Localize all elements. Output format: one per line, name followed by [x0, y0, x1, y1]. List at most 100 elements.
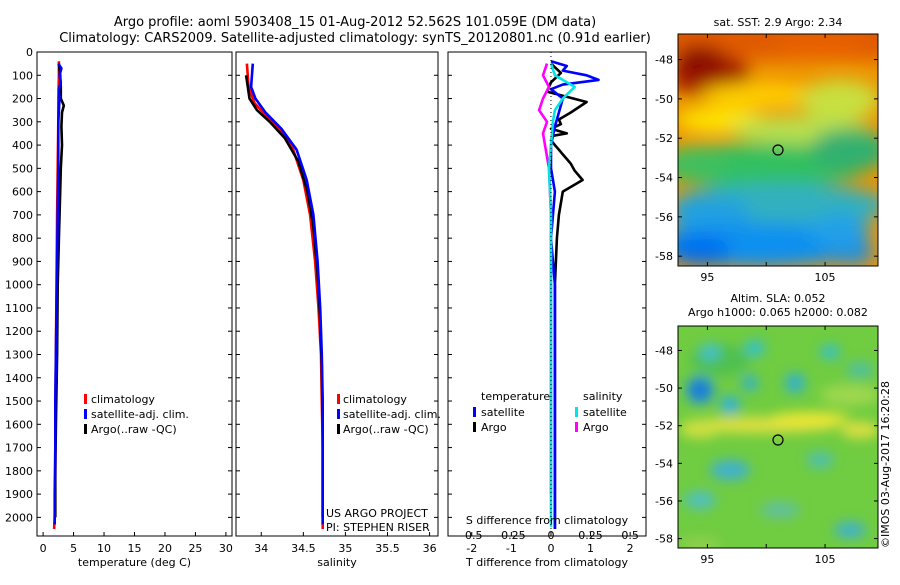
temperature-series-group — [52, 61, 66, 530]
temperature-ytick-label: 1900 — [5, 488, 33, 501]
temperature-ytick-label: 1000 — [5, 279, 33, 292]
sst-map-ytick-label: -48 — [655, 54, 673, 67]
temperature-ytick-label: 1700 — [5, 442, 33, 455]
sla-map-ytick-label: -54 — [655, 457, 673, 470]
temperature-ytick-label: 0 — [26, 46, 33, 59]
difference-frame — [447, 51, 647, 537]
salinity-legend-swatch — [337, 394, 340, 404]
temperature-panel: 0100200300400500600700800900100011001200… — [5, 46, 233, 569]
sla-map-title-line1: Altim. SLA: 0.052 — [730, 292, 825, 305]
imos-credit: ©IMOS 03-Aug-2017 16:20:28 — [879, 381, 892, 548]
sla-map-ytick-label: -50 — [655, 382, 673, 395]
sst-map-title: sat. SST: 2.9 Argo: 2.34 — [714, 16, 843, 29]
sla-map-argo-location-marker — [772, 434, 784, 446]
sla-map-axes: -48 -50 -52 -54 -56 -58 95 105 — [655, 326, 878, 566]
temperature-xtick-label: 15 — [128, 542, 142, 555]
temperature-legend-label: Argo(..raw -QC) — [91, 423, 177, 436]
temperature-legend-swatch — [84, 394, 87, 404]
difference-legend-temperature-label: Argo — [481, 421, 507, 434]
difference-legend-temperature-title: temperature — [481, 390, 550, 403]
difference-xtick-label: 2 — [627, 542, 634, 555]
temperature-ytick-label: 1400 — [5, 372, 33, 385]
sst-map-ytick-label: -56 — [655, 211, 673, 224]
difference-xtick-label: -1 — [506, 542, 517, 555]
sla-map-xtick-label: 95 — [700, 553, 714, 566]
sla-map-xtick-label: 105 — [815, 553, 836, 566]
difference-legend-salinity-swatch — [575, 407, 578, 417]
temperature-legend-swatch — [84, 409, 87, 419]
salinity-panel: 34 34.5 35 35.5 36 salinity climatology satelli… — [235, 51, 441, 569]
project-annotation: US ARGO PROJECT — [326, 507, 428, 520]
sst-map-ytick-label: -54 — [655, 172, 673, 185]
sst-map-ytick-label: -52 — [655, 132, 673, 145]
temperature-ytick-label: 800 — [12, 232, 33, 245]
difference-legend-salinity-label: Argo — [583, 421, 609, 434]
figure-title-line1: Argo profile: aoml 5903408_15 01-Aug-201… — [114, 15, 596, 30]
sla-map-ytick-label: -56 — [655, 495, 673, 508]
sla-map-title-line2: Argo h1000: 0.065 h2000: 0.082 — [688, 306, 868, 319]
temperature-ytick-label: 600 — [12, 186, 33, 199]
temperature-frame — [36, 51, 233, 537]
sla-map-ytick-label: -58 — [655, 533, 673, 546]
figure-title-line2: Climatology: CARS2009. Satellite-adjuste… — [59, 31, 651, 46]
salinity-legend-swatch — [337, 424, 340, 434]
salinity-xtick-label: 36 — [423, 542, 437, 555]
sla-map-ytick-label: -48 — [655, 344, 673, 357]
difference-legend-temperature-swatch — [473, 422, 476, 432]
difference-s-xlabel: S difference from climatology — [466, 514, 629, 527]
difference-legend-temperature-swatch — [473, 407, 476, 417]
temperature-ytick-label: 900 — [12, 255, 33, 268]
salinity-xtick-label: 35 — [338, 542, 352, 555]
temperature-ytick-label: 300 — [12, 116, 33, 129]
temperature-ytick-label: 100 — [12, 69, 33, 82]
difference-panel: -2 -1 0 1 2T difference from climatology -0.5… — [447, 51, 647, 569]
difference-series-group — [537, 60, 600, 529]
temperature-ytick-label: 500 — [12, 162, 33, 175]
temperature-legend-label: satellite-adj. clim. — [91, 408, 189, 421]
temperature-ytick-label: 1600 — [5, 418, 33, 431]
temperature-xtick-label: 5 — [70, 542, 77, 555]
difference-s-xtick-label: -0.25 — [497, 529, 525, 542]
salinity-legend-swatch — [337, 409, 340, 419]
salinity-xtick-label: 34 — [254, 542, 268, 555]
difference-xlabel: T difference from climatology — [465, 556, 628, 569]
difference-s-xtick-label: 0 — [547, 529, 554, 542]
sst-map-frame — [677, 33, 879, 267]
temperature-ytick-label: 2000 — [5, 511, 33, 524]
temperature-legend-label: climatology — [91, 393, 155, 406]
sst-map-ytick-label: -50 — [655, 93, 673, 106]
salinity-frame — [235, 51, 439, 537]
sla-map-image — [678, 326, 878, 548]
salinity-series-group — [244, 63, 325, 529]
temperature-ytick-label: 400 — [12, 139, 33, 152]
difference-xtick-label: 0 — [547, 542, 554, 555]
temperature-xtick-label: 0 — [40, 542, 47, 555]
sla-map-ytick-label: -52 — [655, 420, 673, 433]
salinity-xtick-label: 35.5 — [375, 542, 400, 555]
temperature-ytick-label: 1800 — [5, 465, 33, 478]
temperature-ytick-label: 700 — [12, 209, 33, 222]
salinity-legend-label: Argo(..raw -QC) — [343, 423, 429, 436]
sla-map-frame — [677, 325, 879, 549]
temperature-xtick-label: 20 — [158, 542, 172, 555]
salinity-xtick-label: 34.5 — [291, 542, 316, 555]
salinity-series-argo-raw-qc- — [244, 75, 325, 518]
difference-legend-salinity-swatch — [575, 422, 578, 432]
pi-annotation: PI: STEPHEN RISER — [326, 521, 430, 534]
temperature-xtick-label: 10 — [97, 542, 111, 555]
difference-legend-salinity-title: salinity — [583, 390, 623, 403]
salinity-legend-label: climatology — [343, 393, 407, 406]
sst-map-image — [678, 34, 878, 266]
temperature-xtick-label: 30 — [219, 542, 233, 555]
temperature-ytick-label: 1200 — [5, 325, 33, 338]
temperature-xlabel: temperature (deg C) — [78, 556, 191, 569]
difference-legend-temperature-label: satellite — [481, 406, 525, 419]
difference-s-xtick-label: -0.5 — [461, 529, 482, 542]
sst-map-axes: -48 -50 -52 -54 -56 -58 95 105 — [655, 34, 878, 284]
temperature-ytick-label: 200 — [12, 93, 33, 106]
difference-s-xtick-label: 0.5 — [621, 529, 639, 542]
temperature-series-satellite-adj-clim- — [53, 62, 63, 525]
temperature-ytick-label: 1500 — [5, 395, 33, 408]
